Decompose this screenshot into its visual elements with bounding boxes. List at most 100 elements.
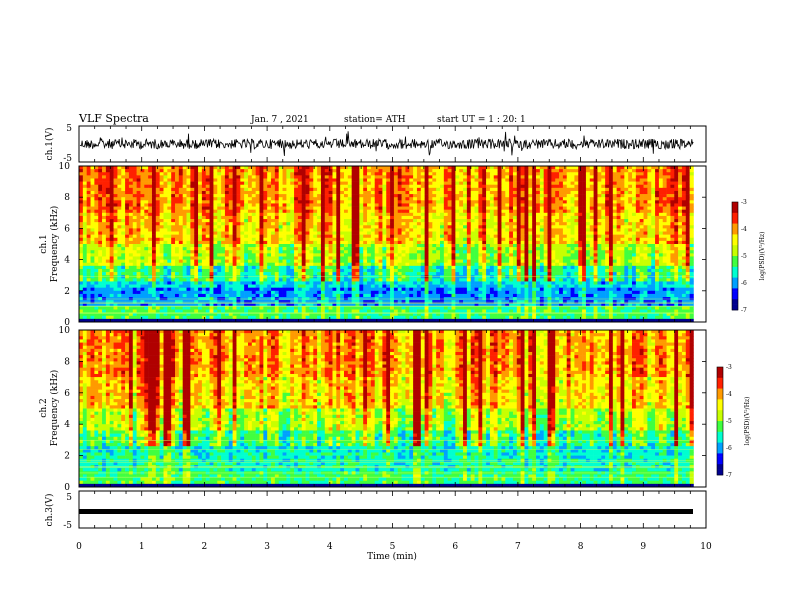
spectrogram-cell: [297, 175, 303, 179]
spectrogram-cell: [175, 212, 180, 217]
spectrogram-cell: [182, 166, 187, 170]
spectrogram-cell: [547, 212, 552, 217]
spectrogram-cell: [255, 166, 260, 170]
spectrogram-cell: [562, 244, 568, 248]
spectrogram-cell: [90, 219, 95, 223]
spectrogram-cell: [608, 247, 614, 251]
spectrogram-cell: [148, 228, 153, 232]
spectrogram-cell: [662, 169, 667, 173]
spectrogram-cell: [393, 215, 399, 220]
spectrogram-cell: [378, 212, 383, 217]
spectrogram-cell: [447, 178, 452, 182]
spectrogram-cell: [347, 237, 352, 242]
spectrogram-cell: [493, 228, 498, 232]
spectrogram-cell: [689, 228, 694, 232]
spectrogram-cell: [259, 219, 264, 223]
spectrogram-cell: [436, 206, 441, 210]
spectrogram-cell: [632, 190, 637, 195]
spectrogram-cell: [378, 209, 383, 214]
spectrogram-cell: [459, 234, 464, 239]
spectrogram-cell: [639, 197, 644, 201]
spectrogram-cell: [290, 181, 295, 186]
spectrogram-cell: [639, 194, 644, 198]
spectrogram-cell: [532, 209, 537, 214]
spectrogram-cell: [251, 247, 256, 251]
spectrogram-cell: [305, 172, 310, 176]
spectrogram-cell: [359, 215, 364, 220]
spectrogram-cell: [397, 166, 402, 170]
spectrogram-cell: [240, 203, 245, 207]
spectrogram-cell: [186, 194, 191, 198]
spectrogram-cell: [578, 194, 583, 198]
spectrogram-cell: [328, 181, 333, 186]
spectrogram-cell: [374, 250, 379, 254]
spectrogram-cell: [420, 181, 425, 186]
spectrogram-cell: [443, 256, 448, 260]
spectrogram-cell: [374, 244, 379, 248]
spectrogram-cell: [290, 231, 295, 235]
spectrogram-cell: [224, 172, 230, 176]
spectrogram-cell: [628, 206, 633, 210]
spectrogram-cell: [585, 209, 591, 214]
spectrogram-cell: [163, 203, 168, 207]
spectrogram-cell: [413, 215, 418, 220]
spectrogram-cell: [274, 250, 279, 254]
spectrogram-cell: [639, 215, 644, 220]
spectrogram-cell: [497, 219, 502, 223]
spectrogram-cell: [263, 240, 268, 245]
spectrogram-cell: [620, 184, 625, 189]
spectrogram-cell: [470, 200, 475, 204]
spectrogram-cell: [186, 228, 191, 232]
spectrogram-cell: [628, 244, 633, 248]
spectrogram-cell: [367, 215, 372, 220]
spectrogram-cell: [347, 222, 352, 226]
spectrogram-cell: [647, 212, 652, 217]
spectrogram-cell: [121, 237, 126, 242]
spectrogram-cell: [324, 234, 329, 239]
spectrogram-cell: [144, 228, 149, 232]
spectrogram-cell: [263, 166, 268, 170]
spectrogram-cell: [317, 169, 322, 173]
spectrogram-cell: [247, 175, 253, 179]
spectrogram-cell: [317, 234, 322, 239]
spectrogram-cell: [167, 190, 172, 195]
spectrogram-cell: [520, 225, 525, 229]
spectrogram-cell: [466, 253, 472, 257]
spectrogram-cell: [559, 203, 564, 207]
spectrogram-cell: [536, 197, 541, 201]
spectrogram-cell: [190, 184, 195, 189]
spectrogram-cell: [632, 237, 637, 242]
spectrogram-cell: [121, 206, 126, 210]
spectrogram-cell: [474, 215, 479, 220]
spectrogram-cell: [244, 181, 249, 186]
spectrogram-cell: [486, 206, 491, 210]
spectrogram-cell: [674, 253, 679, 257]
spectrogram-cell: [651, 215, 656, 220]
spectrogram-cell: [628, 234, 633, 239]
spectrogram-cell: [543, 200, 548, 204]
spectrogram-cell: [512, 175, 518, 179]
spectrogram-cell: [294, 197, 299, 201]
spectrogram-cell: [171, 222, 176, 226]
spectrogram-cell: [409, 256, 414, 260]
spectrogram-cell: [605, 197, 610, 201]
spectrogram-cell: [324, 253, 329, 257]
spectrogram-cell: [98, 222, 103, 226]
spectrogram-cell: [294, 250, 299, 254]
spectrogram-cell: [317, 206, 322, 210]
spectrogram-cell: [493, 200, 498, 204]
spectrogram-cell: [505, 222, 510, 226]
spectrogram-cell: [186, 200, 191, 204]
spectrogram-cell: [182, 175, 187, 179]
spectrogram-cell: [482, 194, 487, 198]
spectrogram-cell: [597, 200, 602, 204]
spectrogram-cell: [309, 187, 314, 192]
spectrogram-cell: [624, 172, 629, 176]
spectrogram-cell: [132, 169, 137, 173]
spectrogram-cell: [635, 181, 640, 186]
spectrogram-cell: [497, 175, 502, 179]
spectrogram-cell: [132, 247, 137, 251]
spectrogram-cell: [347, 240, 352, 245]
spectrogram-cell: [90, 253, 95, 257]
spectrogram-cell: [639, 222, 644, 226]
